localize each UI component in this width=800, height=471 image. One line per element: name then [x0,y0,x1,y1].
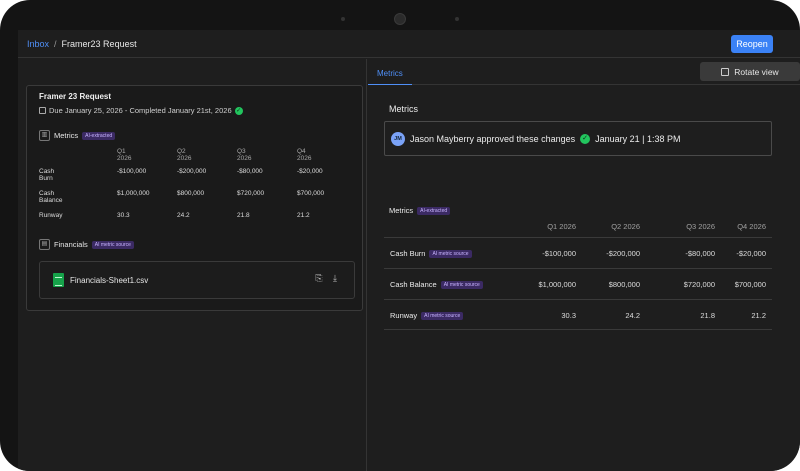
table-cell: -$80,000 [237,168,263,175]
metrics-table-header: Metrics AI-extracted [389,206,451,215]
table-cell: -$200,000 [177,168,207,175]
table-cell: $800,000 [608,280,640,289]
table-cell: 21.8 [237,212,250,219]
tab-bar: Metrics Rotate view [368,59,800,85]
column-header: Q2 2026 [177,148,192,162]
approval-banner: JM Jason Mayberry approved these changes… [384,121,772,156]
document-icon: ▤ [39,239,50,250]
financials-section-label: Financials [54,240,88,249]
request-title: Framer 23 Request [39,92,112,101]
table-cell: $700,000 [734,280,766,289]
ai-extracted-badge: AI-extracted [82,131,116,140]
breadcrumb: Inbox / Framer23 Request [27,39,137,49]
document-panel: Framer 23 Request Due January 25, 2026 -… [18,59,367,471]
check-circle-icon: ✓ [234,106,243,115]
rotate-icon [721,67,730,76]
file-name[interactable]: Financials-Sheet1.csv [70,276,149,285]
table-row: Cash Burn AI metric source -$100,000 -$2… [384,237,772,268]
breadcrumb-current: Framer23 Request [61,39,137,49]
column-header: Q2 2026 [611,222,640,231]
due-text: Due January 25, 2026 - Completed January… [49,106,232,115]
financials-section-header: ▤ Financials AI metric source [39,239,134,250]
column-header: Q1 2026 [547,222,576,231]
download-icon[interactable]: ⤓ [333,273,337,283]
table-cell: 24.2 [177,212,190,219]
table-cell: $700,000 [297,190,325,197]
table-cell: $800,000 [177,190,205,197]
request-card: Framer 23 Request Due January 25, 2026 -… [26,85,363,311]
row-label: Cash Balance AI metric source [390,280,483,289]
table-cell: $1,000,000 [117,190,150,197]
table-cell: 21.8 [700,311,715,320]
table-cell: $720,000 [683,280,715,289]
panel-title: Metrics [389,104,418,114]
breadcrumb-inbox-link[interactable]: Inbox [27,39,50,49]
column-header: Q4 2026 [737,222,766,231]
rotate-view-button[interactable]: Rotate view [700,62,800,81]
sensor-dot [341,17,345,21]
metrics-panel: Metrics Rotate view Metrics JM Jason May… [368,59,800,471]
chart-icon: ▥ [39,130,50,141]
table-cell: 21.2 [297,212,310,219]
spreadsheet-icon [53,273,64,287]
table-row: Cash Balance AI metric source $1,000,000… [384,268,772,299]
file-attachment[interactable]: Financials-Sheet1.csv ⎘ ⤓ [39,261,355,299]
table-cell: 21.2 [751,311,766,320]
ai-metric-source-badge: AI metric source [440,280,483,289]
rotate-view-label: Rotate view [734,66,779,77]
table-cell: $720,000 [237,190,265,197]
table-row: Runway AI metric source 30.3 24.2 21.8 2… [384,299,772,330]
header: Inbox / Framer23 Request Reopen [18,30,800,58]
table-cell: 30.3 [561,311,576,320]
table-cell: -$80,000 [685,249,715,258]
ai-metric-source-badge: AI metric source [429,249,472,258]
app-screen: Inbox / Framer23 Request Reopen Framer 2… [18,30,800,471]
table-cell: -$100,000 [117,168,147,175]
row-label-text: Runway [390,311,418,320]
table-cell: -$200,000 [606,249,640,258]
table-cell: 24.2 [625,311,640,320]
column-header: Q3 2026 [237,148,252,162]
check-circle-icon: ✓ [580,133,591,144]
table-cell: -$20,000 [297,168,323,175]
column-header: Q3 2026 [686,222,715,231]
sensor-dot [455,17,459,21]
table-cell: 30.3 [117,212,130,219]
row-label: Runway AI metric source [390,311,464,320]
tab-metrics[interactable]: Metrics [368,59,412,85]
ai-metric-source-badge: AI metric source [421,311,464,320]
avatar: JM [391,131,405,146]
row-label: Runway [39,212,63,219]
ai-metric-source-badge: AI metric source [91,240,134,249]
row-label: Cash Burn AI metric source [390,249,472,258]
metrics-section-label: Metrics [54,131,79,140]
row-label-text: Cash Balance [390,280,437,289]
ai-extracted-badge: AI-extracted [417,206,451,215]
column-header: Q1 2026 [117,148,132,162]
row-label: Cash Balance [39,190,63,204]
table-cell: $1,000,000 [538,280,576,289]
metrics-section-header: ▥ Metrics AI-extracted [39,130,116,141]
file-preview-icon[interactable]: ⎘ [315,273,323,283]
column-header: Q4 2026 [297,148,312,162]
reopen-button[interactable]: Reopen [731,35,773,53]
approval-time: January 21 | 1:38 PM [595,133,681,144]
table-cell: -$100,000 [542,249,576,258]
camera [394,13,406,25]
calendar-icon [39,107,46,114]
approval-text: Jason Mayberry approved these changes [410,133,576,144]
row-label-text: Cash Burn [390,249,426,258]
request-due: Due January 25, 2026 - Completed January… [39,106,243,115]
row-label: Cash Burn [39,168,55,182]
breadcrumb-separator: / [54,39,57,49]
metrics-table-label: Metrics [389,206,414,215]
table-cell: -$20,000 [736,249,766,258]
